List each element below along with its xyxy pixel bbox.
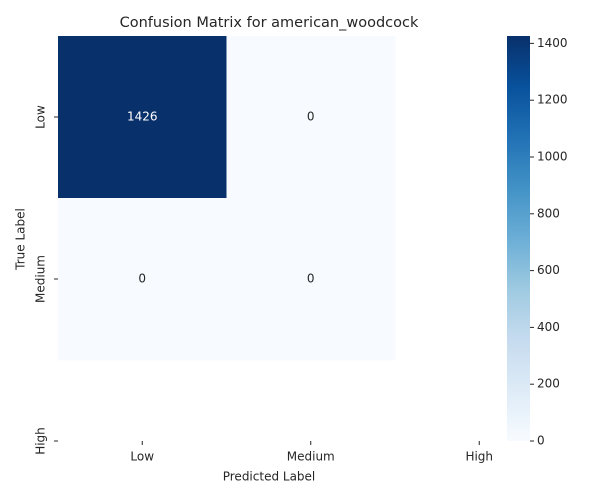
chart-title: Confusion Matrix for american_woodcock bbox=[120, 15, 419, 31]
colorbar-tick-label: 1200 bbox=[537, 93, 568, 107]
cell-label: 0 bbox=[307, 272, 315, 286]
y-axis-label: True Label bbox=[14, 208, 28, 271]
cell-label: 1426 bbox=[127, 110, 158, 124]
y-tick-label: Medium bbox=[34, 255, 48, 303]
y-tick-label: High bbox=[34, 427, 48, 455]
x-tick-label: Medium bbox=[287, 450, 335, 464]
colorbar-tick-label: 200 bbox=[537, 377, 560, 391]
colorbar-tick-label: 1400 bbox=[537, 36, 568, 50]
colorbar-tick-label: 0 bbox=[537, 434, 545, 448]
colorbar bbox=[507, 36, 530, 441]
x-tick-label: Low bbox=[130, 450, 154, 464]
cell-label: 0 bbox=[138, 272, 146, 286]
heatmap-cell bbox=[226, 36, 396, 199]
colorbar-tick-label: 800 bbox=[537, 206, 560, 220]
x-tick-label: High bbox=[465, 450, 493, 464]
heatmap-cell bbox=[226, 198, 396, 361]
heatmap-cell bbox=[58, 36, 227, 199]
cell-label: 0 bbox=[307, 110, 315, 124]
heatmap-cell bbox=[58, 198, 227, 361]
x-axis-label: Predicted Label bbox=[223, 470, 316, 484]
colorbar-tick-label: 1000 bbox=[537, 149, 568, 163]
colorbar-tick-label: 600 bbox=[537, 263, 560, 277]
y-tick-label: Low bbox=[34, 105, 48, 129]
colorbar-tick-label: 400 bbox=[537, 320, 560, 334]
